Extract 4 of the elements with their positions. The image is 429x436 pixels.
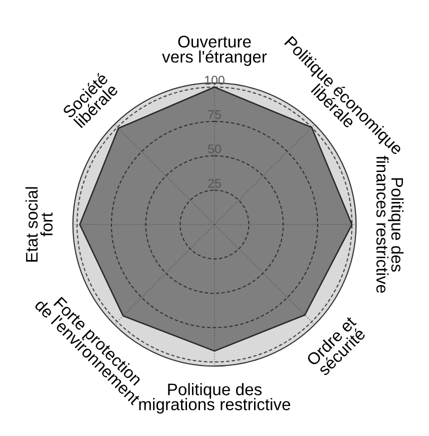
spoke-label: Ouverture vers l'étranger	[162, 36, 267, 66]
spoke-label: Politique des finances restrictive	[376, 156, 404, 293]
spoke-label: Politique des migrations restrictive	[139, 383, 290, 414]
spoke-label: Etat social fort	[25, 187, 53, 262]
